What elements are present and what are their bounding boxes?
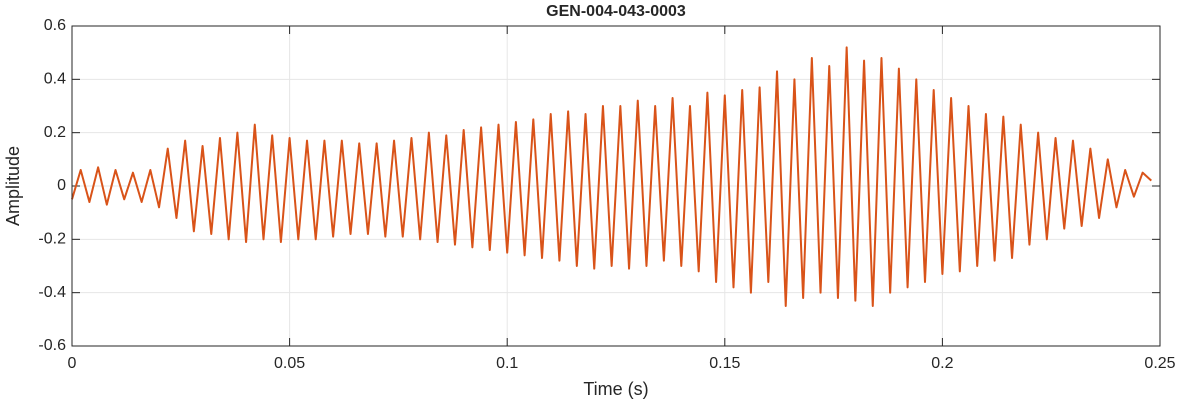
x-tick-label: 0.1 [496,355,518,372]
x-tick-label: 0.2 [931,355,953,372]
x-tick-label: 0.15 [709,355,740,372]
y-tick-label: 0.4 [44,71,66,88]
y-tick-label: -0.6 [38,337,66,354]
y-tick-label: 0.2 [44,124,66,141]
chart-title: GEN-004-043-0003 [546,3,686,20]
x-tick-label: 0 [68,355,77,372]
y-tick-label: 0 [57,177,66,194]
x-tick-label: 0.05 [274,355,305,372]
plot-frame [71,25,1161,347]
y-tick-label: -0.2 [38,231,66,248]
y-tick-label: -0.4 [38,284,66,301]
y-axis-label: Amplitude [3,146,23,226]
x-tick-label: 0.25 [1144,355,1175,372]
series-line [71,46,1152,307]
y-tick-label: 0.6 [44,17,66,34]
x-axis-label: Time (s) [583,379,648,399]
